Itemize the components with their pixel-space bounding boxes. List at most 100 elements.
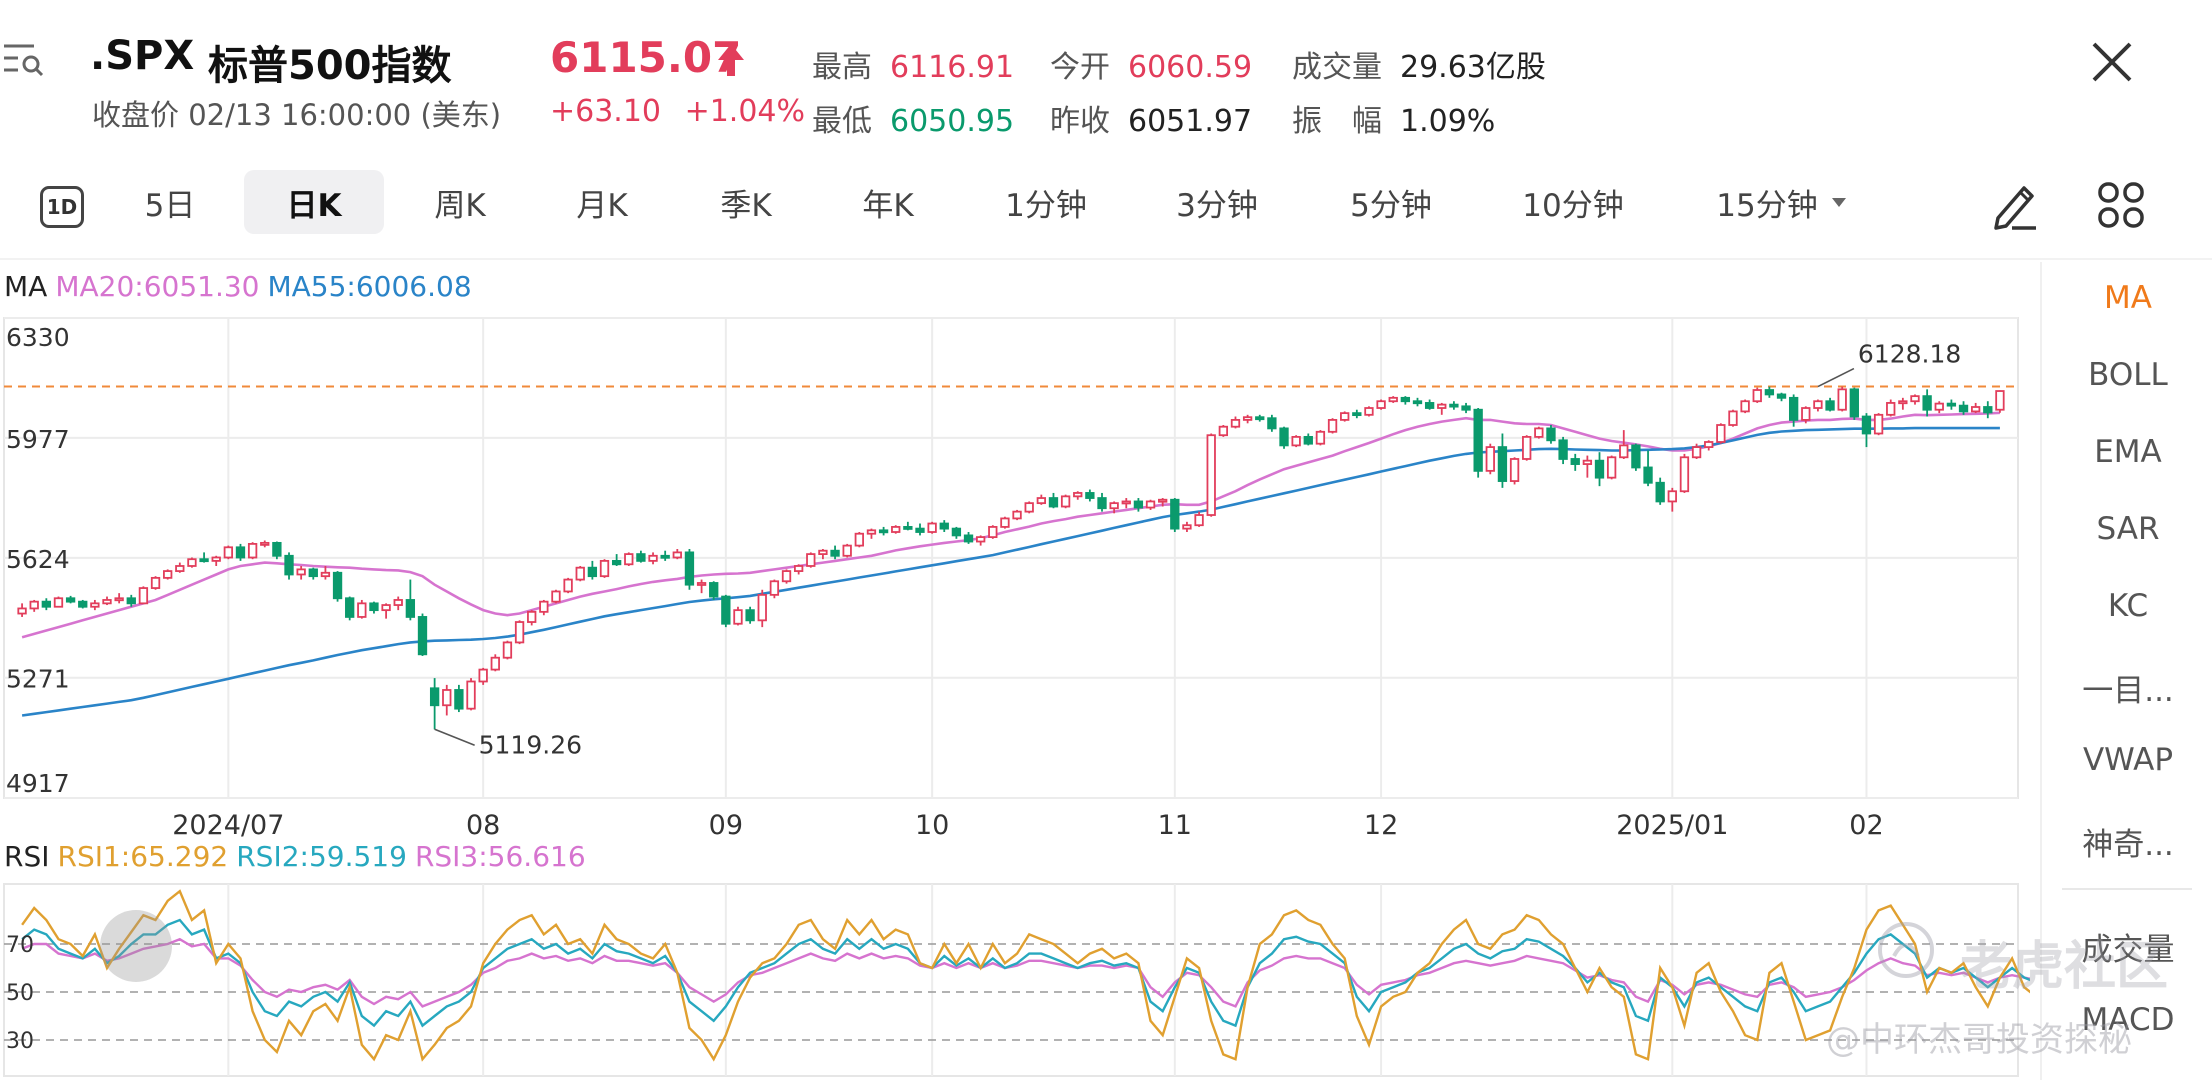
x-tick-label: 2025/01 xyxy=(1616,810,1728,840)
candle-up xyxy=(527,610,537,623)
tab-5min[interactable]: 5分钟 xyxy=(1350,187,1432,224)
candle-up xyxy=(1060,495,1071,508)
y-tick-label: 5977 xyxy=(6,425,70,454)
candle-down xyxy=(611,559,622,566)
candle-up xyxy=(1109,502,1119,510)
stat-value: 1.09% xyxy=(1400,104,1496,139)
tab-yearly-k[interactable]: 年K xyxy=(862,187,914,224)
tab-daily-k[interactable]: 日K xyxy=(244,170,384,234)
candle-up xyxy=(1194,514,1204,527)
indicator-ichimoku[interactable]: 一目... xyxy=(2082,673,2174,709)
candle-up xyxy=(1740,400,1750,413)
menu-search-icon[interactable] xyxy=(0,36,46,82)
candle-up xyxy=(781,570,792,583)
candle-up xyxy=(1327,419,1338,433)
candle-up xyxy=(1218,425,1229,437)
candle-up xyxy=(1679,456,1690,493)
candle-up xyxy=(490,656,500,671)
candle-up xyxy=(563,578,573,593)
candle-up xyxy=(854,532,864,547)
ma-legend[interactable]: MA MA20:6051.30 MA55:6006.08 xyxy=(4,270,480,303)
indicator-kc[interactable]: KC xyxy=(2107,588,2149,624)
candle-down xyxy=(345,597,355,618)
candle-down xyxy=(1922,395,1932,411)
indicator-boll[interactable]: BOLL xyxy=(2088,357,2168,393)
indicator-vwap[interactable]: VWAP xyxy=(2082,742,2174,778)
candle-down xyxy=(1631,444,1641,469)
candle-down xyxy=(709,582,719,598)
annotation-label: 5119.26 xyxy=(479,730,582,759)
candle-up xyxy=(551,590,561,603)
stat-label: 最低 xyxy=(812,104,872,139)
x-tick-label: 08 xyxy=(466,810,500,840)
candle-up xyxy=(102,599,112,605)
stat-open: 今开 6060.59 xyxy=(1050,42,1252,86)
tab-10min[interactable]: 10分钟 xyxy=(1522,187,1624,224)
rsi-legend[interactable]: RSI RSI1:65.292 RSI2:59.519 RSI3:56.616 xyxy=(4,840,594,873)
candle-down xyxy=(1255,416,1265,421)
layout-grid-icon[interactable] xyxy=(2096,180,2146,230)
kline-chart[interactable]: 6330 5977 5624 5271 4917 2024/07 08 09 10 11 12 202… xyxy=(0,310,2030,840)
stat-amplitude: 振 幅 1.09% xyxy=(1292,96,1495,140)
indicator-macd[interactable]: MACD xyxy=(2081,1002,2175,1038)
candle-down xyxy=(1279,427,1289,447)
tab-1min[interactable]: 1分钟 xyxy=(1005,187,1087,224)
indicator-magic[interactable]: 神奇... xyxy=(2082,827,2174,863)
rsi-frame xyxy=(3,883,2019,1077)
candle-down xyxy=(235,546,246,559)
candle-down xyxy=(1849,388,1859,418)
rsi2-legend: RSI2:59.519 xyxy=(236,840,407,873)
chevron-down-icon xyxy=(1831,197,1846,207)
candle-down xyxy=(1788,396,1799,421)
close-icon[interactable] xyxy=(2088,38,2136,86)
indicator-volume[interactable]: 成交量 xyxy=(2081,932,2175,968)
candle-down xyxy=(429,687,440,707)
candle-down xyxy=(417,616,428,656)
indicator-ma[interactable]: MA xyxy=(2104,280,2152,316)
candle-down xyxy=(963,534,974,543)
candle-up xyxy=(696,582,707,586)
candle-up xyxy=(114,597,124,602)
candle-up xyxy=(1801,407,1811,421)
period-1d-icon[interactable]: 1D xyxy=(40,186,84,228)
x-tick-label: 2024/07 xyxy=(172,810,284,840)
x-tick-label: 02 xyxy=(1849,810,1883,840)
candles xyxy=(17,386,2005,730)
candle-up xyxy=(806,553,816,567)
candle-up xyxy=(976,536,986,543)
candle-up xyxy=(1000,517,1010,528)
stat-prev-close: 昨收 6051.97 xyxy=(1050,96,1252,140)
y-tick-label: 4917 xyxy=(6,769,70,798)
tab-quarterly-k[interactable]: 季K xyxy=(720,187,772,224)
candle-up xyxy=(624,553,634,566)
stock-name: 标普500指数 xyxy=(208,43,452,89)
rsi-chart[interactable]: 70 50 30 xyxy=(0,880,2030,1080)
candle-up xyxy=(1158,498,1168,503)
tab-15min-dropdown[interactable]: 15分钟 xyxy=(1696,170,1866,234)
candle-down xyxy=(369,602,379,612)
stat-value: 29.63亿股 xyxy=(1400,50,1546,85)
tab-5day[interactable]: 5日 xyxy=(144,187,196,224)
crosshair-handle[interactable] xyxy=(100,910,172,982)
candle-up xyxy=(1230,419,1241,428)
candle-down xyxy=(1594,459,1605,479)
draw-pen-icon[interactable] xyxy=(1990,178,2040,232)
rsi-tick-label: 70 xyxy=(6,933,34,958)
y-tick-label: 5624 xyxy=(6,545,70,574)
indicator-ema[interactable]: EMA xyxy=(2094,434,2162,470)
x-tick-label: 10 xyxy=(915,810,949,840)
candle-up xyxy=(769,580,780,596)
stat-value: 6051.97 xyxy=(1128,104,1253,139)
tab-divider xyxy=(0,258,2212,260)
candle-up xyxy=(1910,395,1920,403)
x-tick-label: 09 xyxy=(709,810,743,840)
rsi-labels: 70 50 30 xyxy=(6,933,34,1054)
candle-up xyxy=(211,556,221,562)
tab-monthly-k[interactable]: 月K xyxy=(576,187,628,224)
candle-down xyxy=(1170,498,1180,530)
indicator-sar[interactable]: SAR xyxy=(2096,511,2160,547)
candle-up xyxy=(1934,402,1944,411)
candle-down xyxy=(272,541,282,557)
tab-3min[interactable]: 3分钟 xyxy=(1176,187,1258,224)
tab-weekly-k[interactable]: 周K xyxy=(434,187,486,224)
